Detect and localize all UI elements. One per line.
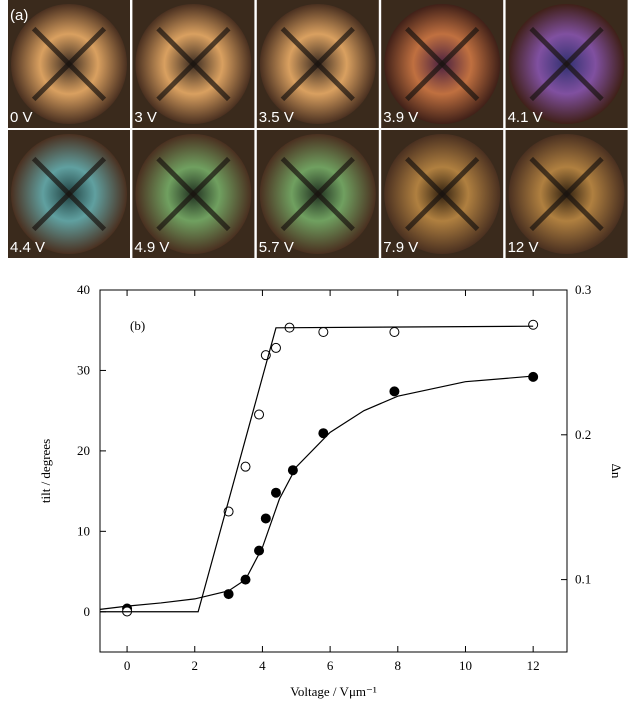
tile-label: 3.9 V: [383, 109, 418, 126]
x-tick-label: 6: [327, 658, 334, 673]
extinction-brush: [529, 192, 569, 232]
y-tick-label: 10: [77, 523, 90, 538]
extinction-brush: [405, 192, 444, 232]
x-tick-label: 12: [527, 658, 540, 673]
chart: 0 2 4 6 8 10 12 0 10 20 30 40 0.1 0.2 0.3 (b) Voltage / …: [38, 282, 624, 699]
data-point: [254, 409, 265, 420]
tile-label: 4.1 V: [508, 109, 543, 126]
data-point: [260, 513, 271, 524]
fit-line: [100, 325, 534, 613]
extinction-brush: [67, 26, 107, 66]
extinction-brush: [156, 192, 196, 232]
tile-label: 4.4 V: [10, 239, 45, 256]
extinction-brush: [280, 62, 320, 102]
y2-axis-label: Δn: [609, 464, 624, 479]
extinction-brush: [316, 192, 355, 232]
extinction-brush: [440, 62, 480, 102]
extinction-brush: [191, 192, 231, 232]
annotation: (b): [130, 318, 145, 333]
extinction-brush: [529, 62, 569, 102]
extinction-brush: [31, 192, 71, 232]
x-axis-label: Voltage / Vμm⁻¹: [290, 684, 377, 699]
extinction-brush: [280, 192, 320, 232]
extinction-brush: [156, 26, 196, 66]
x-tick-label: 8: [395, 658, 402, 673]
extinction-brush: [67, 192, 107, 232]
extinction-brush: [191, 62, 231, 102]
x-tick-label: 4: [259, 658, 266, 673]
y-tick-label: 30: [77, 362, 90, 377]
data-point: [389, 386, 400, 397]
extinction-brush: [564, 26, 604, 66]
data-point: [318, 326, 329, 337]
fit-line: [99, 375, 534, 610]
extinction-brush: [156, 156, 196, 196]
tile-label: 7.9 V: [383, 239, 418, 256]
micrograph-panel: 0 V 3 V 3.5 V 3.9 V 4.1 V 4.4 V 4.9 V 5.7 V 7.9 …: [8, 0, 628, 258]
y2-tick-label: 0.1: [575, 572, 591, 587]
panel-label: (a): [10, 7, 28, 24]
extinction-brush: [564, 156, 604, 196]
extinction-brush: [316, 156, 355, 196]
extinction-brush: [280, 156, 320, 196]
data-point: [240, 461, 251, 472]
extinction-brush: [67, 156, 107, 196]
tile-label: 3 V: [134, 109, 157, 126]
y2-tick-label: 0.3: [575, 282, 591, 297]
data-point: [270, 342, 281, 353]
extinction-brush: [440, 192, 480, 232]
extinction-brush: [440, 156, 480, 196]
data-point: [389, 326, 400, 337]
extinction-brush: [191, 26, 231, 66]
tile-label: 5.7 V: [259, 239, 294, 256]
x-tick-label: 0: [124, 658, 131, 673]
extinction-brush: [191, 156, 231, 196]
extinction-brush: [405, 62, 444, 102]
data-point: [318, 428, 329, 439]
y-tick-label: 0: [84, 604, 91, 619]
y-tick-label: 40: [77, 282, 90, 297]
extinction-brush: [529, 156, 569, 196]
tile-label: 12 V: [508, 239, 539, 256]
extinction-brush: [280, 26, 320, 66]
extinction-brush: [31, 156, 71, 196]
extinction-brush: [316, 26, 355, 66]
y-axis-label: tilt / degrees: [38, 439, 53, 503]
extinction-brush: [316, 62, 355, 102]
data-point: [528, 319, 539, 330]
extinction-brush: [31, 62, 71, 102]
x-tick-label: 2: [192, 658, 199, 673]
extinction-brush: [564, 62, 604, 102]
extinction-brush: [156, 62, 196, 102]
data-point: [270, 487, 281, 498]
extinction-brush: [440, 26, 480, 66]
tile-label: 3.5 V: [259, 109, 294, 126]
extinction-brush: [564, 192, 604, 232]
extinction-brush: [31, 26, 71, 66]
x-tick-label: 10: [459, 658, 472, 673]
y2-tick-label: 0.2: [575, 427, 591, 442]
tile-label: 4.9 V: [134, 239, 169, 256]
extinction-brush: [405, 26, 444, 66]
extinction-brush: [529, 26, 569, 66]
extinction-brush: [405, 156, 444, 196]
plot-frame: [99, 289, 568, 653]
tile-label: 0 V: [10, 109, 33, 126]
extinction-brush: [67, 62, 107, 102]
y-tick-label: 20: [77, 443, 90, 458]
